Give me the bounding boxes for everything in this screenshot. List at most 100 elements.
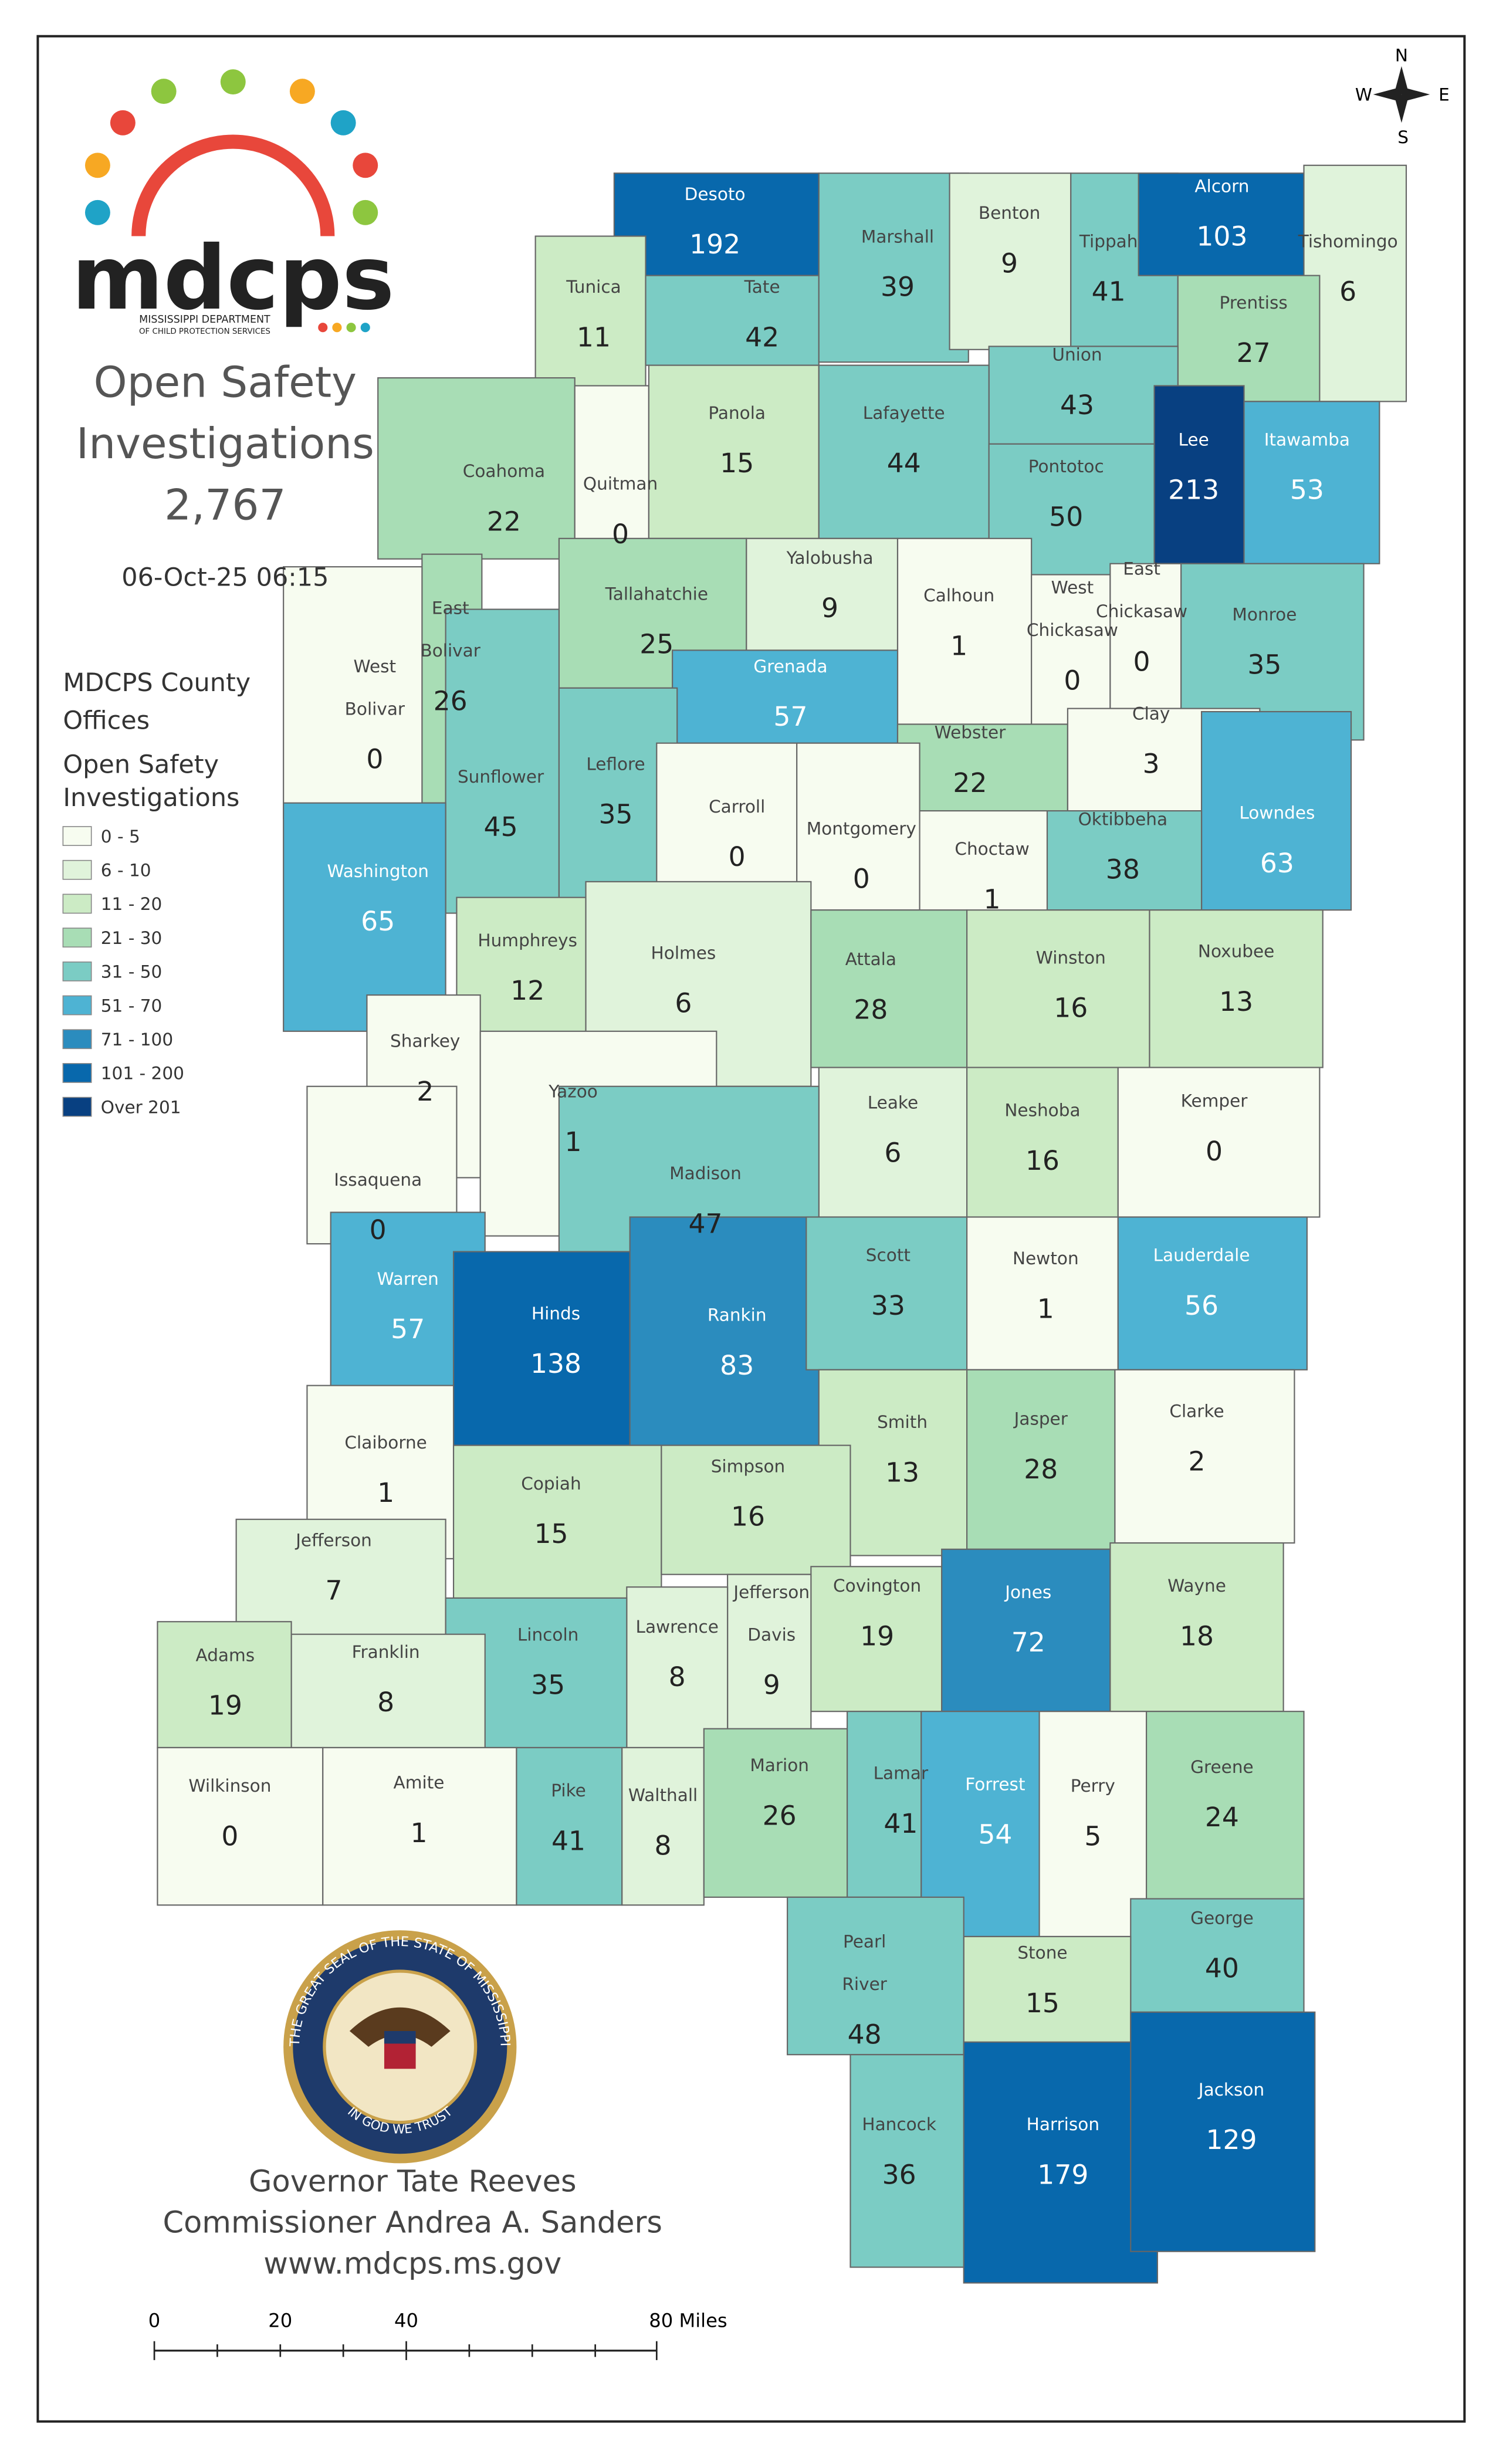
county-name: Union — [1052, 345, 1102, 365]
county-name: Harrison — [1027, 2114, 1099, 2134]
county-name: River — [842, 1974, 887, 1994]
county-name: Marion — [750, 1755, 809, 1775]
county-count: 2 — [1188, 1446, 1205, 1477]
title-line: Investigations — [76, 419, 374, 469]
county-name: Calhoun — [923, 585, 994, 605]
county-count: 19 — [208, 1690, 242, 1721]
county-count: 28 — [854, 994, 888, 1025]
county — [1109, 563, 1182, 709]
label-layer: Desoto192Tunica11Tate42Marshall39Benton9… — [188, 176, 1397, 2190]
county-name: Sunflower — [458, 767, 544, 787]
county-count: 36 — [882, 2159, 916, 2190]
county-layer — [157, 164, 1407, 2284]
county-name: East — [1123, 559, 1160, 579]
county-name: Tate — [744, 277, 780, 297]
county-count: 0 — [1064, 665, 1081, 696]
county — [966, 1067, 1119, 1218]
legend-swatch — [62, 1063, 92, 1083]
seal-eagle — [349, 2007, 451, 2047]
county-name: Chickasaw — [1096, 601, 1187, 621]
county — [727, 1573, 812, 1733]
footer-governor: Governor Tate Reeves — [249, 2165, 577, 2199]
county-count: 28 — [1024, 1454, 1058, 1485]
county-count: 50 — [1049, 501, 1083, 532]
county-name: Walthall — [628, 1785, 698, 1805]
county-name: Winston — [1036, 947, 1106, 967]
county — [966, 1369, 1116, 1550]
county-count: 25 — [639, 629, 673, 660]
compass-label: W — [1355, 85, 1372, 105]
logo-dot — [110, 110, 136, 136]
county-count: 8 — [655, 1830, 672, 1861]
county — [703, 1728, 848, 1898]
county — [1109, 1542, 1284, 1712]
county-count: 1 — [1037, 1293, 1054, 1324]
county-name: Holmes — [651, 943, 716, 963]
county-count: 6 — [675, 988, 692, 1019]
county-count: 22 — [953, 767, 987, 798]
legend-swatch — [62, 859, 92, 880]
legend-swatch — [62, 893, 92, 914]
county — [322, 1747, 517, 1906]
legend-label: 101 - 200 — [101, 1064, 184, 1084]
county-count: 53 — [1290, 475, 1324, 506]
county-name: Jones — [1004, 1582, 1051, 1602]
county-count: 41 — [884, 1808, 918, 1839]
county-count: 57 — [391, 1314, 425, 1345]
county-name: Attala — [845, 949, 896, 969]
legend-title: MDCPS County — [63, 668, 251, 698]
county-name: Jackson — [1197, 2080, 1264, 2100]
county-count: 57 — [773, 701, 807, 732]
county-count: 42 — [745, 321, 779, 353]
legend-subtitle: Open Safety — [63, 750, 219, 780]
county-count: 47 — [689, 1208, 723, 1239]
county-name: Tunica — [566, 277, 621, 297]
county — [290, 1633, 486, 1748]
compass: N W E S — [1355, 46, 1450, 148]
county — [1130, 2011, 1316, 2252]
county — [818, 172, 969, 363]
county-name: Lauderdale — [1153, 1245, 1250, 1265]
county-count: 9 — [821, 593, 838, 624]
county-name: Lee — [1179, 429, 1209, 449]
county — [1243, 401, 1380, 564]
scale-label: 80 Miles — [649, 2310, 727, 2332]
county — [629, 1216, 820, 1446]
county-count: 1 — [377, 1477, 394, 1508]
county-name: Pike — [551, 1781, 586, 1800]
county-name: Yazoo — [548, 1082, 598, 1102]
county — [157, 1621, 292, 1748]
county — [452, 1251, 662, 1446]
county-count: 9 — [763, 1670, 780, 1701]
county-count: 1 — [410, 1817, 427, 1849]
county-name: Alcorn — [1194, 176, 1249, 196]
county-name: Bolivar — [345, 699, 405, 719]
county-name: Panola — [708, 403, 766, 423]
county-count: 19 — [860, 1620, 894, 1651]
county-name: Jefferson — [732, 1582, 810, 1602]
compass-label: N — [1395, 46, 1408, 66]
county-name: Simpson — [711, 1456, 786, 1476]
logo-dot — [84, 199, 110, 225]
county-count: 43 — [1060, 390, 1094, 421]
county-name: Sharkey — [390, 1031, 460, 1051]
county — [445, 608, 560, 914]
county-count: 129 — [1206, 2124, 1257, 2155]
county-name: Humphreys — [478, 930, 577, 950]
county-name: Amite — [394, 1773, 445, 1793]
county — [1177, 275, 1321, 402]
county-name: Quitman — [583, 474, 658, 494]
county-name: Davis — [747, 1624, 796, 1644]
timestamp: 06-Oct-25 06:15 — [121, 563, 329, 592]
legend-swatch — [62, 1096, 92, 1117]
county-count: 18 — [1180, 1620, 1214, 1651]
county-name: Pontotoc — [1028, 456, 1104, 476]
county-count: 44 — [887, 448, 921, 479]
county-count: 45 — [484, 811, 518, 842]
county-name: West — [354, 656, 397, 676]
county-name: Coahoma — [463, 461, 545, 481]
county-count: 38 — [1106, 854, 1140, 885]
legend-label: 71 - 100 — [101, 1030, 173, 1050]
legend-label: 11 - 20 — [101, 894, 163, 914]
